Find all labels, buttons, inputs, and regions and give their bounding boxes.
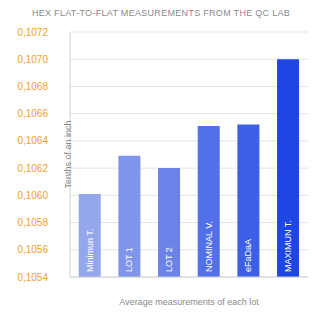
- svg-text:eFaDaA: eFaDaA: [243, 239, 253, 272]
- svg-text:LOT 2: LOT 2: [164, 247, 174, 272]
- svg-text:NOMINAL V.: NOMINAL V.: [204, 221, 214, 272]
- svg-text:Minimun T.: Minimun T.: [85, 229, 95, 272]
- svg-text:Average measurements of each l: Average measurements of each lot: [119, 297, 259, 307]
- svg-text:0,1062: 0,1062: [17, 163, 48, 174]
- svg-text:0,1068: 0,1068: [17, 81, 48, 92]
- svg-text:MAXIMUN T.: MAXIMUN T.: [283, 220, 293, 272]
- svg-text:0,1072: 0,1072: [17, 27, 48, 38]
- svg-text:0,1066: 0,1066: [17, 108, 48, 119]
- svg-text:0,1058: 0,1058: [17, 217, 48, 228]
- svg-text:0,1056: 0,1056: [17, 244, 48, 255]
- html-text:HEX FLAT-TO-FLAT MEASUREMENTS: HEX FLAT-TO-FLAT MEASUREMENTS FROM THE Q…: [31, 8, 291, 18]
- svg-text:LOT 1: LOT 1: [124, 247, 134, 272]
- svg-text:Tenths of an inch: Tenths of an inch: [63, 120, 73, 188]
- svg-text:0,1064: 0,1064: [17, 135, 48, 146]
- svg-text:0,1060: 0,1060: [17, 190, 48, 201]
- svg-text:0,1054: 0,1054: [17, 272, 48, 283]
- svg-text:0,1070: 0,1070: [17, 54, 48, 65]
